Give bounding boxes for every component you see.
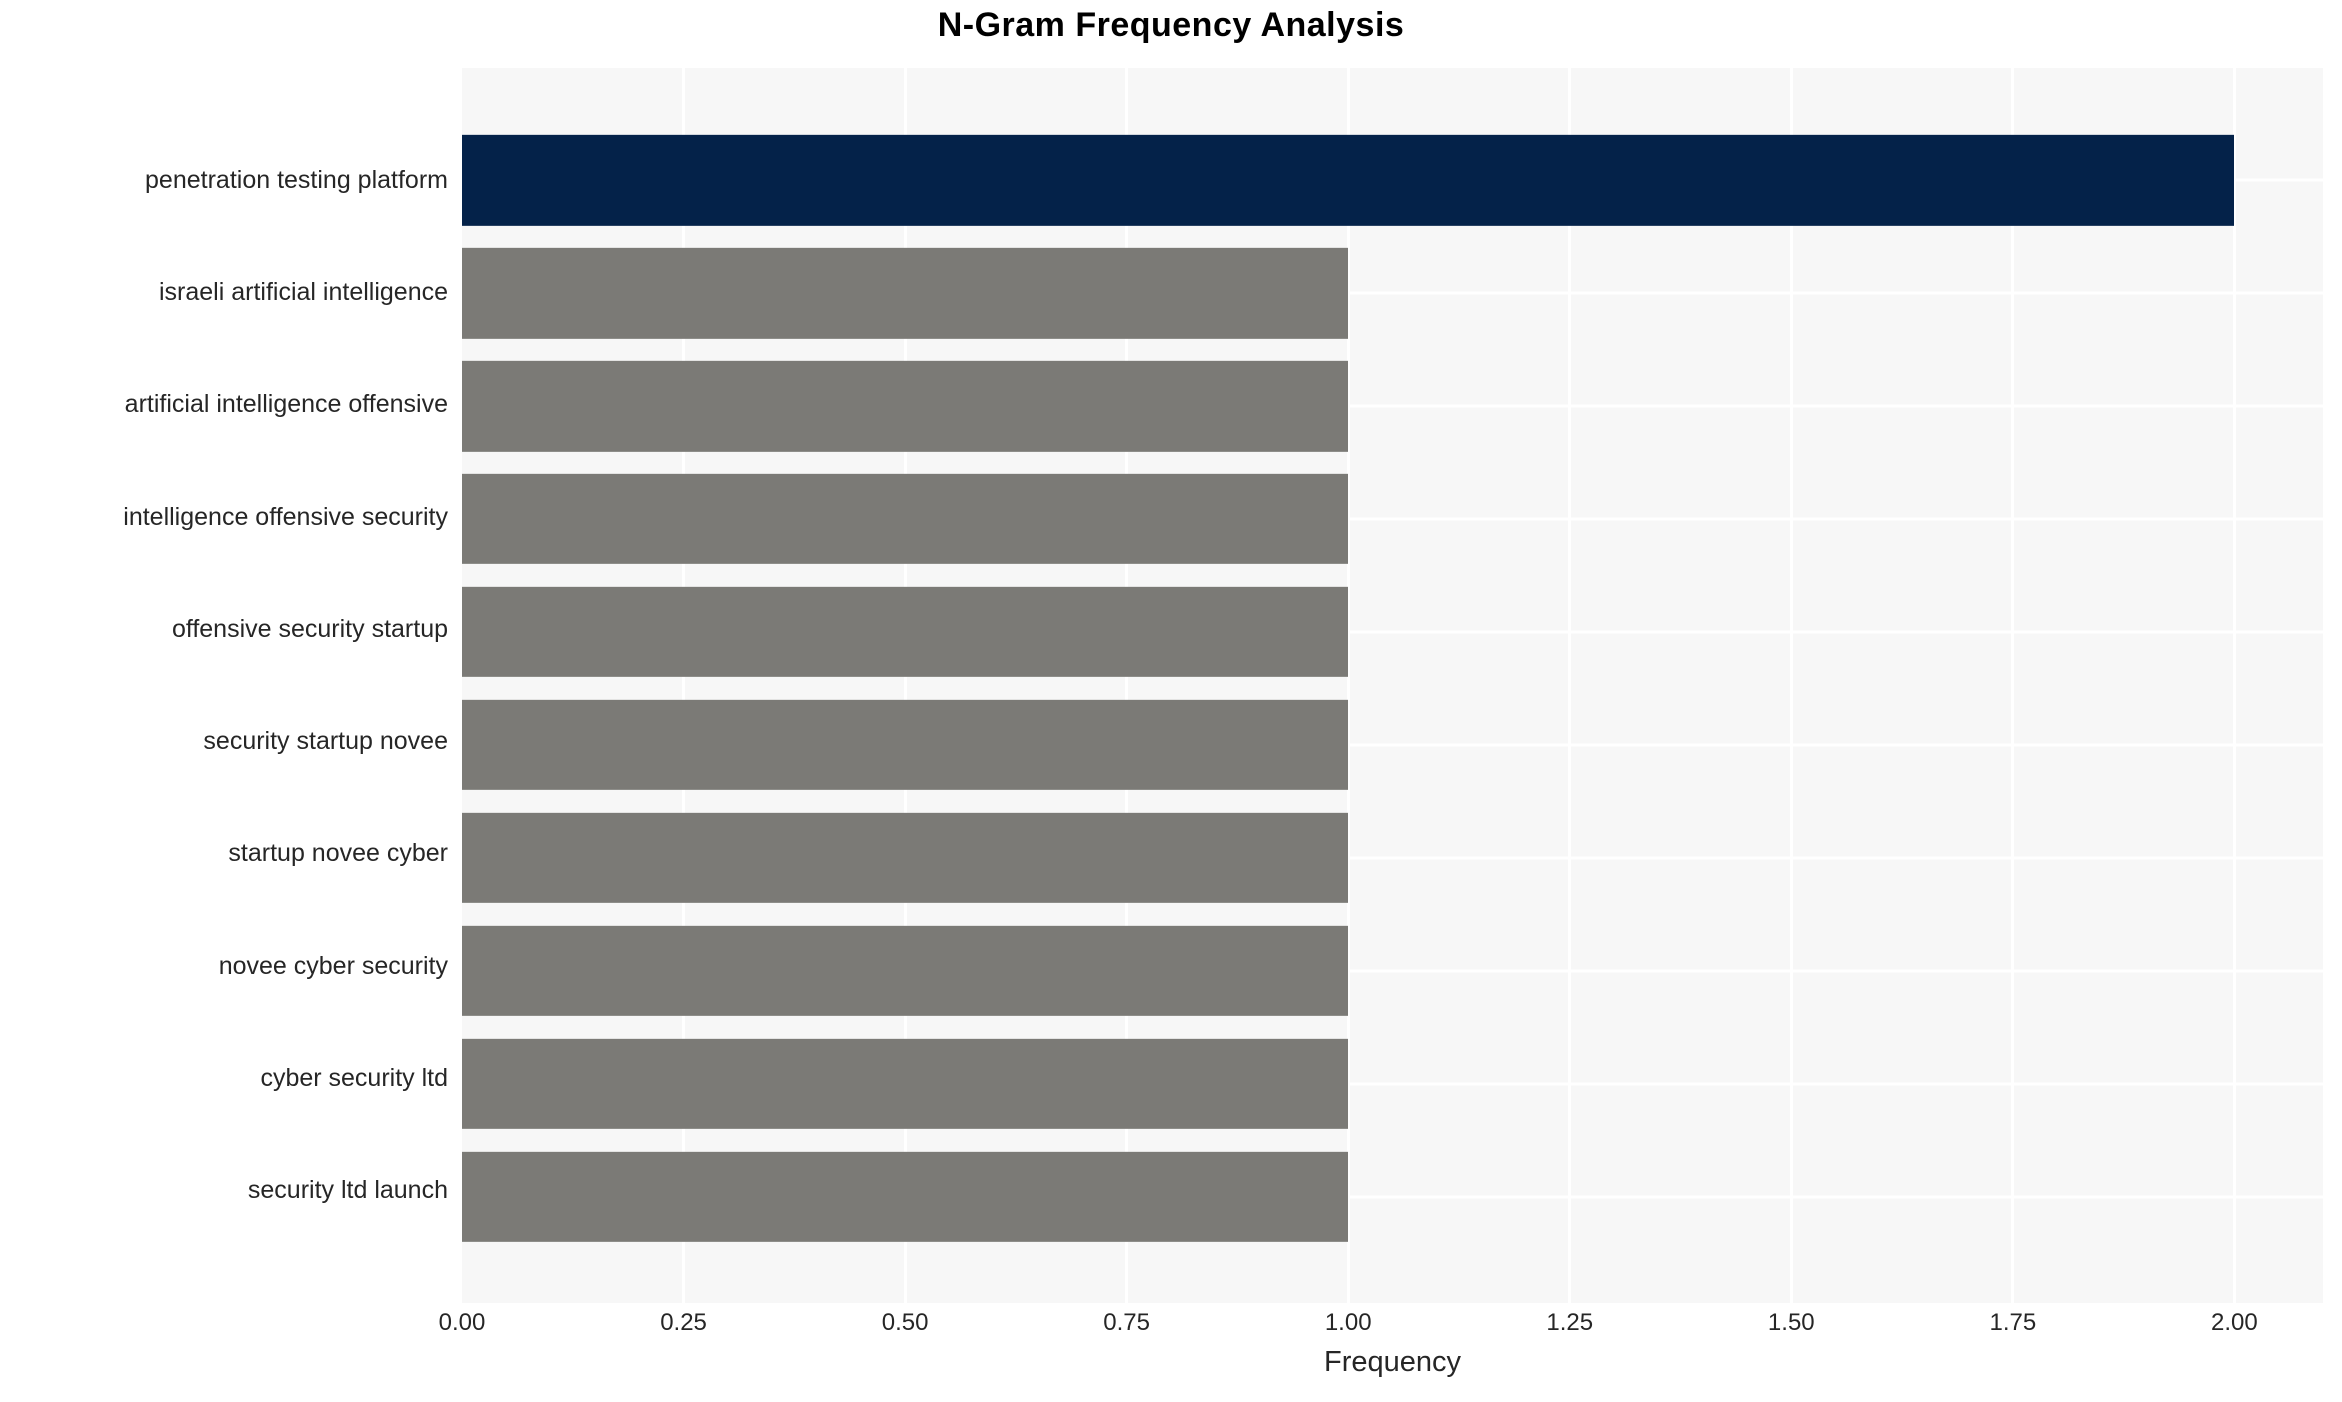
y-axis-label: novee cyber security [218, 951, 448, 980]
y-axis-label: cyber security ltd [260, 1064, 448, 1093]
gridline-vertical [1568, 68, 1572, 1303]
bar-row [462, 801, 2323, 914]
gridline-vertical [682, 68, 686, 1303]
gridline-vertical [2011, 68, 2015, 1303]
plot-area [462, 68, 2323, 1303]
y-axis-label: israeli artificial intelligence [158, 277, 448, 306]
x-axis-ticks: 0.00 0.25 0.50 0.75 1.00 1.25 1.50 1.75 2.00 [439, 1309, 2323, 1343]
bar [462, 1038, 1349, 1129]
gridline-horizontal [462, 969, 2323, 973]
bar [462, 361, 1349, 452]
gridline-vertical [1346, 68, 1350, 1303]
gridline-vertical [2232, 68, 2236, 1303]
bar-row [462, 1027, 2323, 1140]
x-axis-tick-label: 2.00 [2211, 1309, 2258, 1336]
gridline-horizontal [462, 743, 2323, 747]
bar [462, 812, 1349, 904]
bar-row [462, 237, 2323, 350]
y-axis-label: startup novee cyber [228, 839, 448, 868]
y-axis-label: offensive security startup [171, 614, 448, 643]
y-axis-labels: penetration testing platform israeli arti… [0, 124, 448, 1247]
y-axis-label: artificial intelligence offensive [124, 390, 448, 419]
bar [462, 925, 1349, 1016]
gridline-horizontal [462, 404, 2323, 408]
gridlines [462, 68, 2323, 1303]
bar [462, 474, 1349, 565]
bar-row [462, 914, 2323, 1027]
bar-row [462, 1140, 2323, 1253]
gridline-horizontal [462, 1082, 2323, 1086]
bar [462, 248, 1349, 339]
gridline-horizontal [462, 517, 2323, 521]
gridline-vertical [1125, 68, 1129, 1303]
y-axis-label: security startup novee [203, 727, 448, 756]
bar-row [462, 689, 2323, 802]
y-axis-label: penetration testing platform [145, 165, 448, 194]
gridline-horizontal [462, 1195, 2323, 1199]
x-axis-tick-label: 0.75 [1103, 1309, 1150, 1336]
gridline-horizontal [462, 630, 2323, 634]
x-axis-tick-label: 1.75 [1989, 1309, 2037, 1336]
bar [462, 1151, 1349, 1242]
x-axis-tick-label: 1.00 [1324, 1309, 1372, 1336]
gridline-vertical [1789, 68, 1793, 1303]
y-axis-label: intelligence offensive security [123, 502, 448, 531]
bar-row [462, 350, 2323, 463]
chart-title: N-Gram Frequency Analysis [937, 6, 1405, 44]
y-axis-label: security ltd launch [247, 1176, 448, 1205]
gridline-vertical [903, 68, 907, 1303]
x-axis-title: Frequency [1323, 1346, 1461, 1378]
x-axis-tick-label: 1.25 [1546, 1309, 1594, 1336]
bar [462, 135, 2235, 226]
bar-row [462, 576, 2323, 689]
x-axis-tick-label: 1.50 [1767, 1309, 1815, 1336]
x-axis-tick-label: 0.00 [438, 1309, 486, 1336]
bar-rows [462, 124, 2323, 1253]
bar-row [462, 124, 2323, 237]
x-axis-tick-label: 0.50 [881, 1309, 929, 1336]
gridline-horizontal [462, 291, 2323, 295]
bar-row [462, 463, 2323, 576]
bar [462, 699, 1349, 791]
x-axis-tick-label: 0.25 [660, 1309, 707, 1336]
bar [462, 586, 1349, 678]
gridline-horizontal [462, 856, 2323, 860]
